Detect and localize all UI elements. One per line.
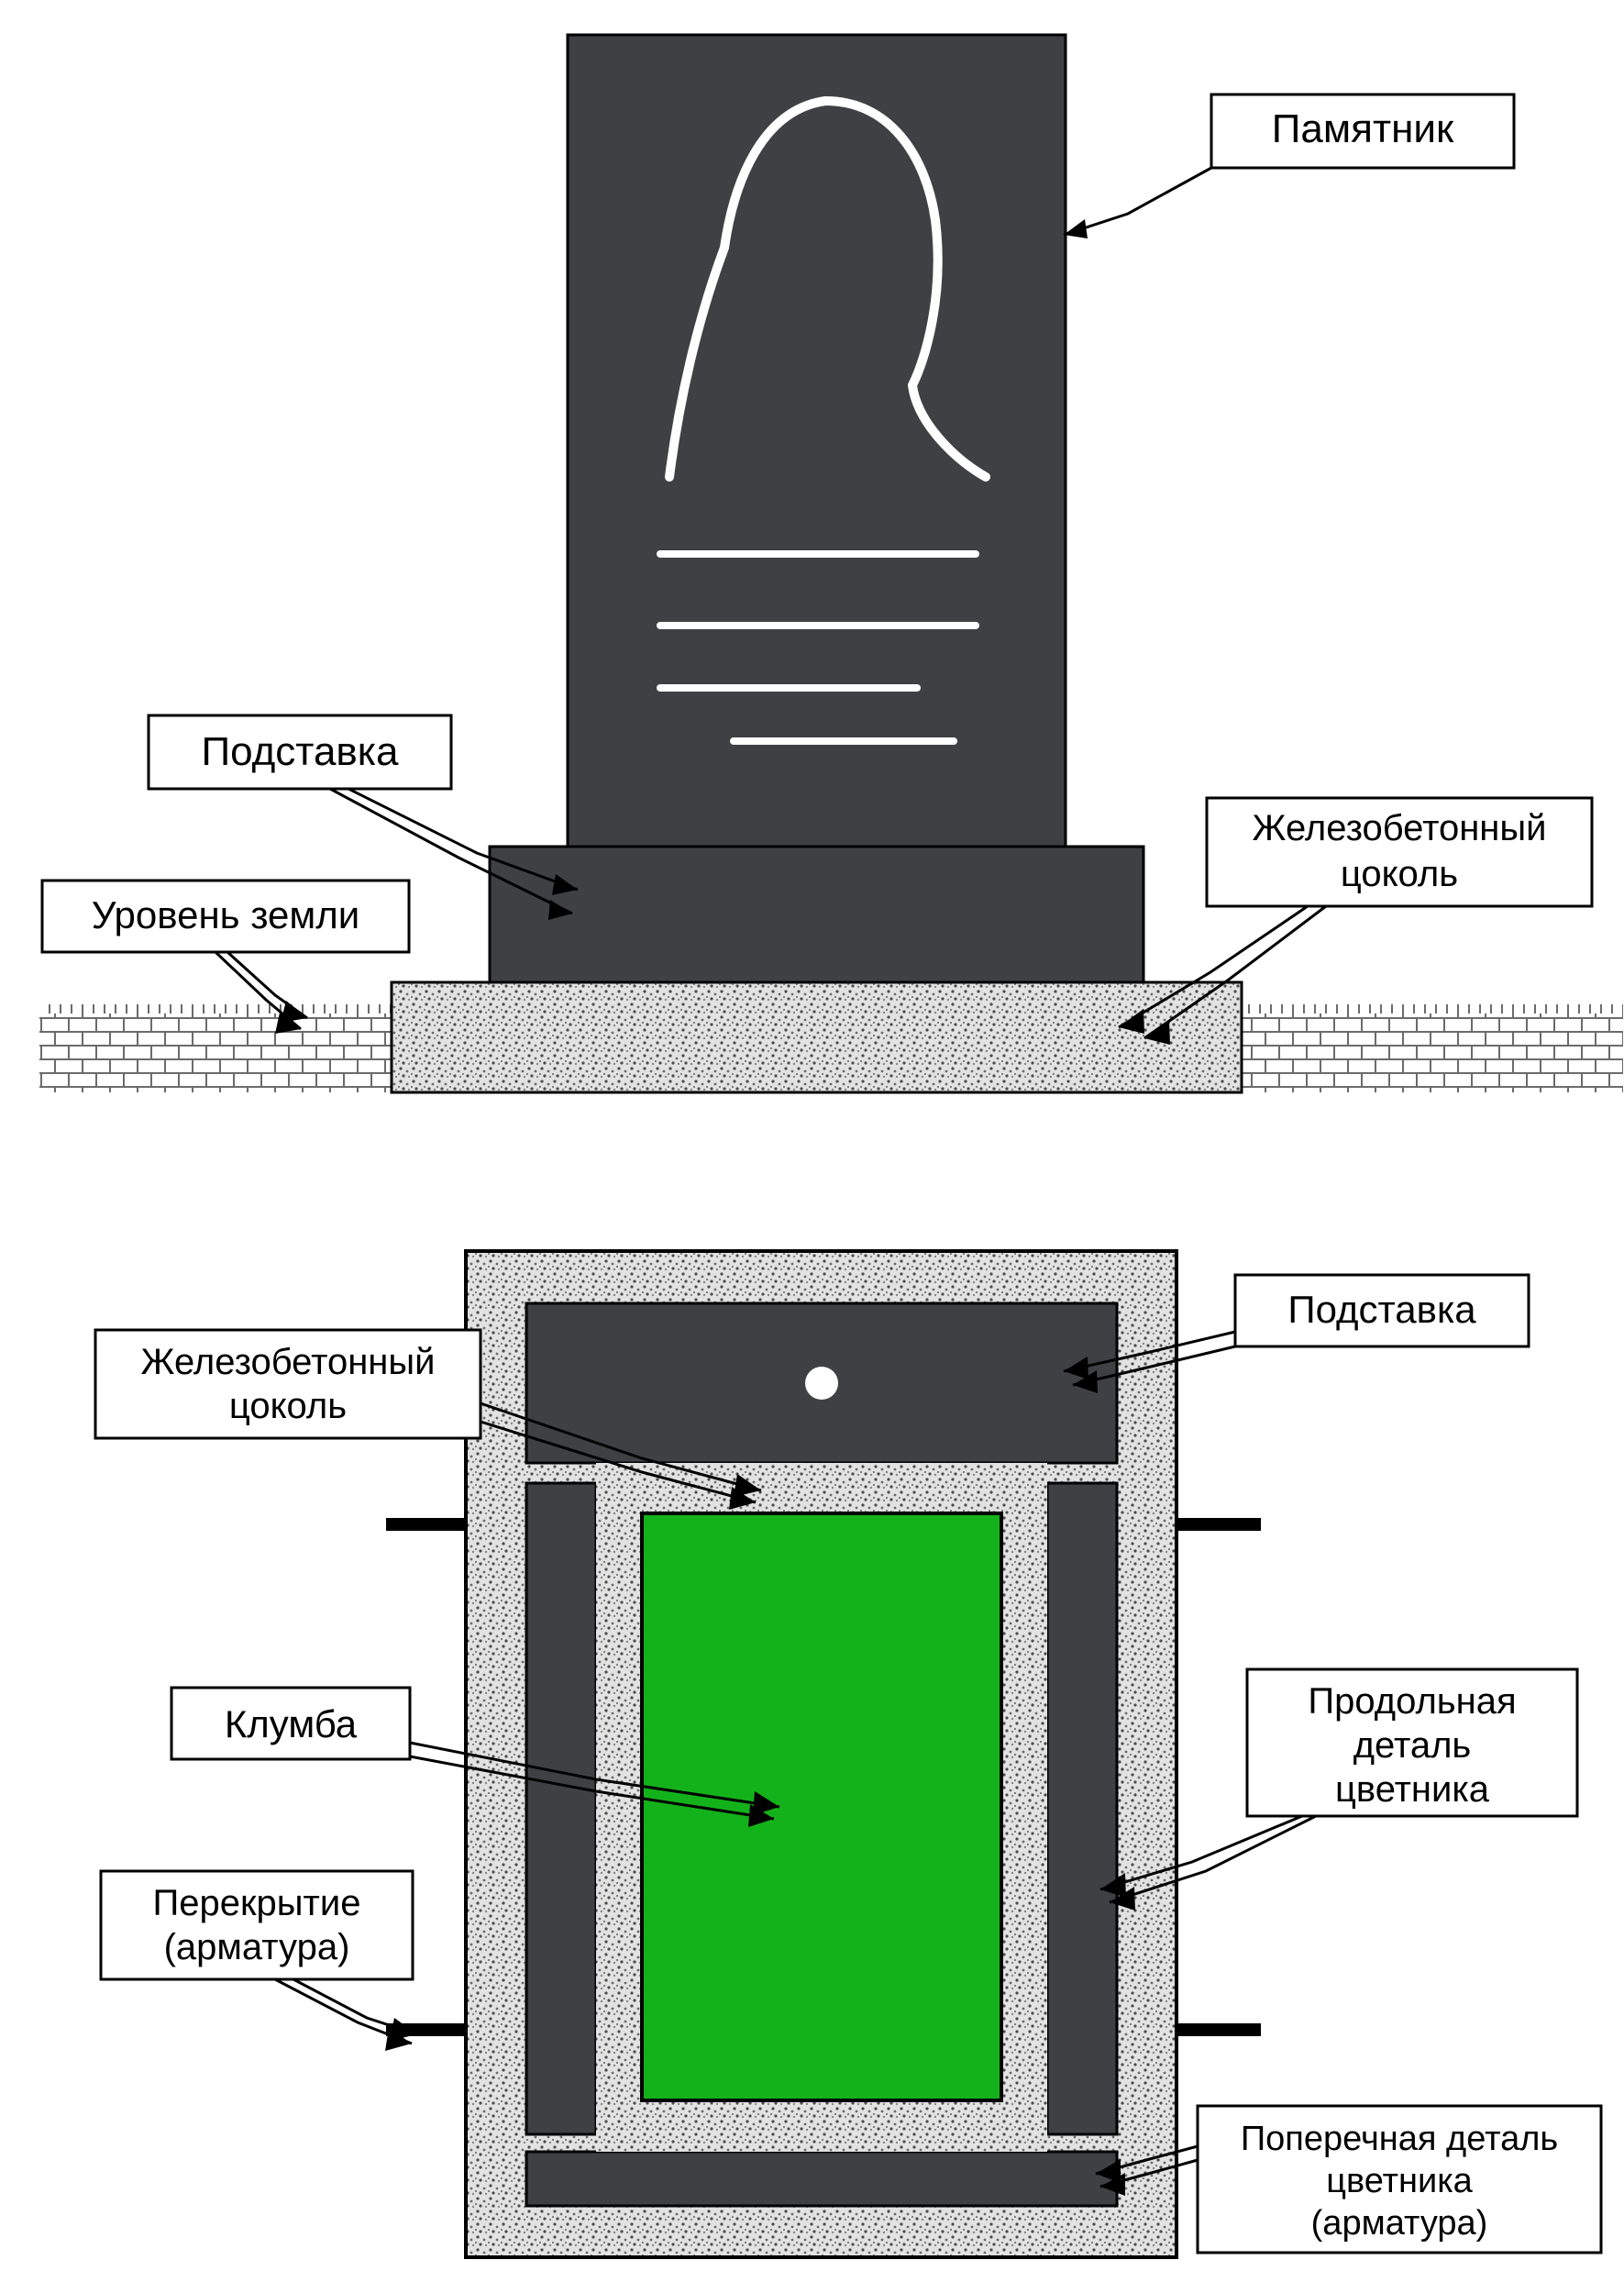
label-rebar-l2: (арматура) <box>164 1927 350 1967</box>
label-monument-text: Памятник <box>1272 106 1454 151</box>
diagram-root: Памятник Подставка Уровень земли Железоб… <box>0 0 1624 2293</box>
label-long-l2: деталь <box>1353 1725 1472 1766</box>
cross-detail-bottom <box>526 2152 1117 2206</box>
label-long-l3: цветника <box>1335 1769 1490 1810</box>
top-view: Подставка Железобетонный цоколь Клумба <box>95 1251 1601 2257</box>
label-rebar-l1: Перекрытие <box>153 1883 361 1923</box>
label-cross-l1: Поперечная деталь <box>1241 2120 1558 2158</box>
long-detail-left <box>526 1483 596 2134</box>
concrete-plinth <box>392 982 1242 1092</box>
front-view: Памятник Подставка Уровень земли Железоб… <box>39 35 1623 1092</box>
pedestal <box>490 847 1143 982</box>
label-plinth-top-l1: Железобетонный <box>141 1342 436 1382</box>
label-cross-l3: (арматура) <box>1311 2204 1488 2243</box>
monument <box>568 35 1066 847</box>
label-plinth-front-l2: цоколь <box>1341 854 1458 894</box>
label-plinth-front-l1: Железобетонный <box>1253 808 1547 848</box>
label-cross-l2: цветника <box>1326 2162 1473 2200</box>
label-monument: Памятник <box>1064 94 1514 238</box>
pedestal-hole <box>805 1367 838 1400</box>
label-pedestal-front-text: Подставка <box>202 729 400 774</box>
label-long-l1: Продольная <box>1308 1681 1516 1722</box>
long-detail-right <box>1047 1483 1117 2134</box>
label-ground-text: Уровень земли <box>92 893 359 936</box>
label-flower-text: Клумба <box>225 1702 358 1745</box>
label-plinth-top-l2: цоколь <box>229 1386 347 1426</box>
label-pedestal-top-text: Подставка <box>1287 1288 1476 1331</box>
label-rebar: Перекрытие (арматура) <box>101 1871 417 2051</box>
